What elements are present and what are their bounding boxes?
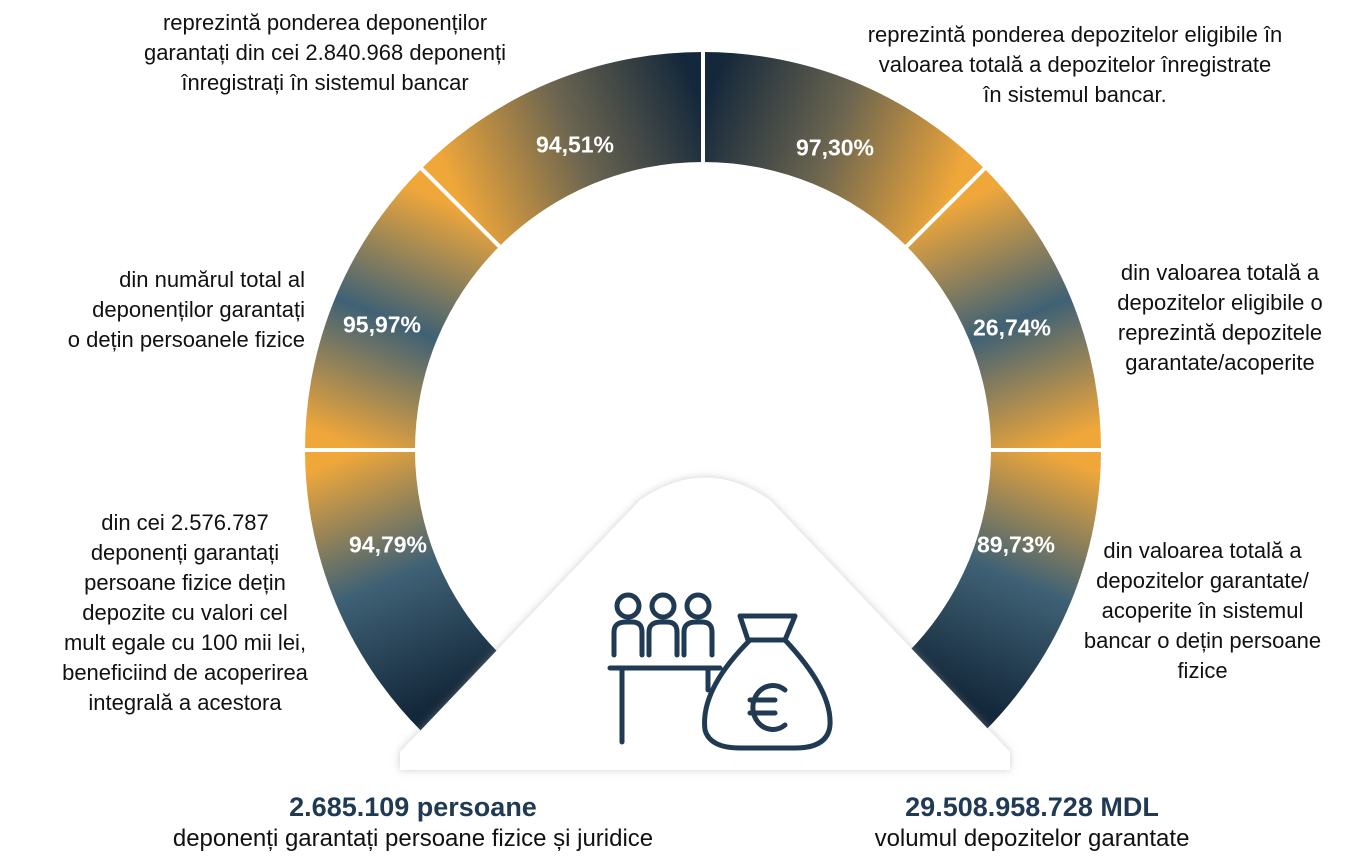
- description-line: depozitelor eligibile o: [1117, 290, 1323, 315]
- description-line: reprezintă depozitele: [1117, 320, 1323, 345]
- description-line: beneficiind de acoperirea: [62, 660, 308, 685]
- description-line: din numărul total al: [119, 267, 305, 292]
- summary-description: volumul depozitelor garantate: [874, 825, 1190, 852]
- description-line: bancar o dețin persoane: [1083, 628, 1322, 653]
- description-line: acoperite în sistemul: [1101, 598, 1304, 623]
- description-line: depozitelor garantate/: [1096, 568, 1309, 593]
- segment-description: din valoarea totală a depozitelor garanta…: [1050, 536, 1355, 686]
- description-line: reprezintă ponderea depozitelor eligibil…: [867, 22, 1283, 47]
- segment-value: 94,79%: [348, 531, 428, 558]
- ring-segment: [421, 52, 703, 247]
- segment-description: reprezintă ponderea depozitelor eligibil…: [810, 20, 1340, 110]
- description-line: înregistrați în sistemul bancar: [181, 70, 469, 95]
- divider: [898, 161, 992, 255]
- segment-value: 94,51%: [535, 131, 615, 158]
- segment-value: 89,73%: [976, 531, 1056, 558]
- description-line: valoarea totală a depozitelor înregistra…: [878, 52, 1272, 77]
- description-line: integrală a acestora: [88, 690, 282, 715]
- segment-description: din cei 2.576.787 deponenți garantați pers…: [20, 508, 350, 718]
- description-line: în sistemul bancar.: [983, 82, 1167, 107]
- description-line: din valoarea totală a: [1103, 538, 1302, 563]
- description-line: garantați din cei 2.840.968 deponenți: [143, 40, 507, 65]
- segment-value: 97,30%: [795, 134, 875, 161]
- ring-segment: [305, 450, 500, 732]
- people-money-icon: [607, 592, 833, 751]
- divider: [414, 161, 508, 255]
- summary-value: 29.508.958.728 MDL: [905, 792, 1159, 822]
- description-line: garantate/acoperite: [1125, 350, 1315, 375]
- description-line: depozite cu valori cel: [82, 600, 288, 625]
- description-line: o dețin persoanele fizice: [67, 327, 305, 352]
- ring-segment: [906, 450, 1101, 732]
- segment-description: reprezintă ponderea deponenților garantaț…: [60, 8, 590, 98]
- summary: 2.685.109 persoane deponenți garantați pe…: [113, 790, 713, 854]
- segment-description: din valoarea totală a depozitelor eligibi…: [1075, 258, 1362, 378]
- ring-segment: [906, 168, 1101, 450]
- segment-value: 95,97%: [342, 311, 422, 338]
- description-line: reprezintă ponderea deponenților: [162, 10, 488, 35]
- segment-value: 26,74%: [972, 314, 1052, 341]
- ring-segment: [703, 52, 985, 247]
- description-line: mult egale cu 100 mii lei,: [63, 630, 307, 655]
- summary-value: 2.685.109 persoane: [289, 792, 537, 822]
- ring-segment: [305, 168, 500, 450]
- summary-description: deponenți garantați persoane fizice și j…: [172, 825, 654, 852]
- segment-description: din numărul total al deponenților garanta…: [0, 265, 305, 355]
- description-line: deponenți garantați: [90, 540, 280, 565]
- description-line: fizice: [1177, 658, 1228, 683]
- summary: 29.508.958.728 MDL volumul depozitelor ga…: [732, 790, 1332, 854]
- description-line: din valoarea totală a: [1120, 260, 1320, 285]
- description-line: persoane fizice dețin: [84, 570, 286, 595]
- description-line: deponenților garantați: [92, 297, 305, 322]
- description-line: din cei 2.576.787: [101, 510, 269, 535]
